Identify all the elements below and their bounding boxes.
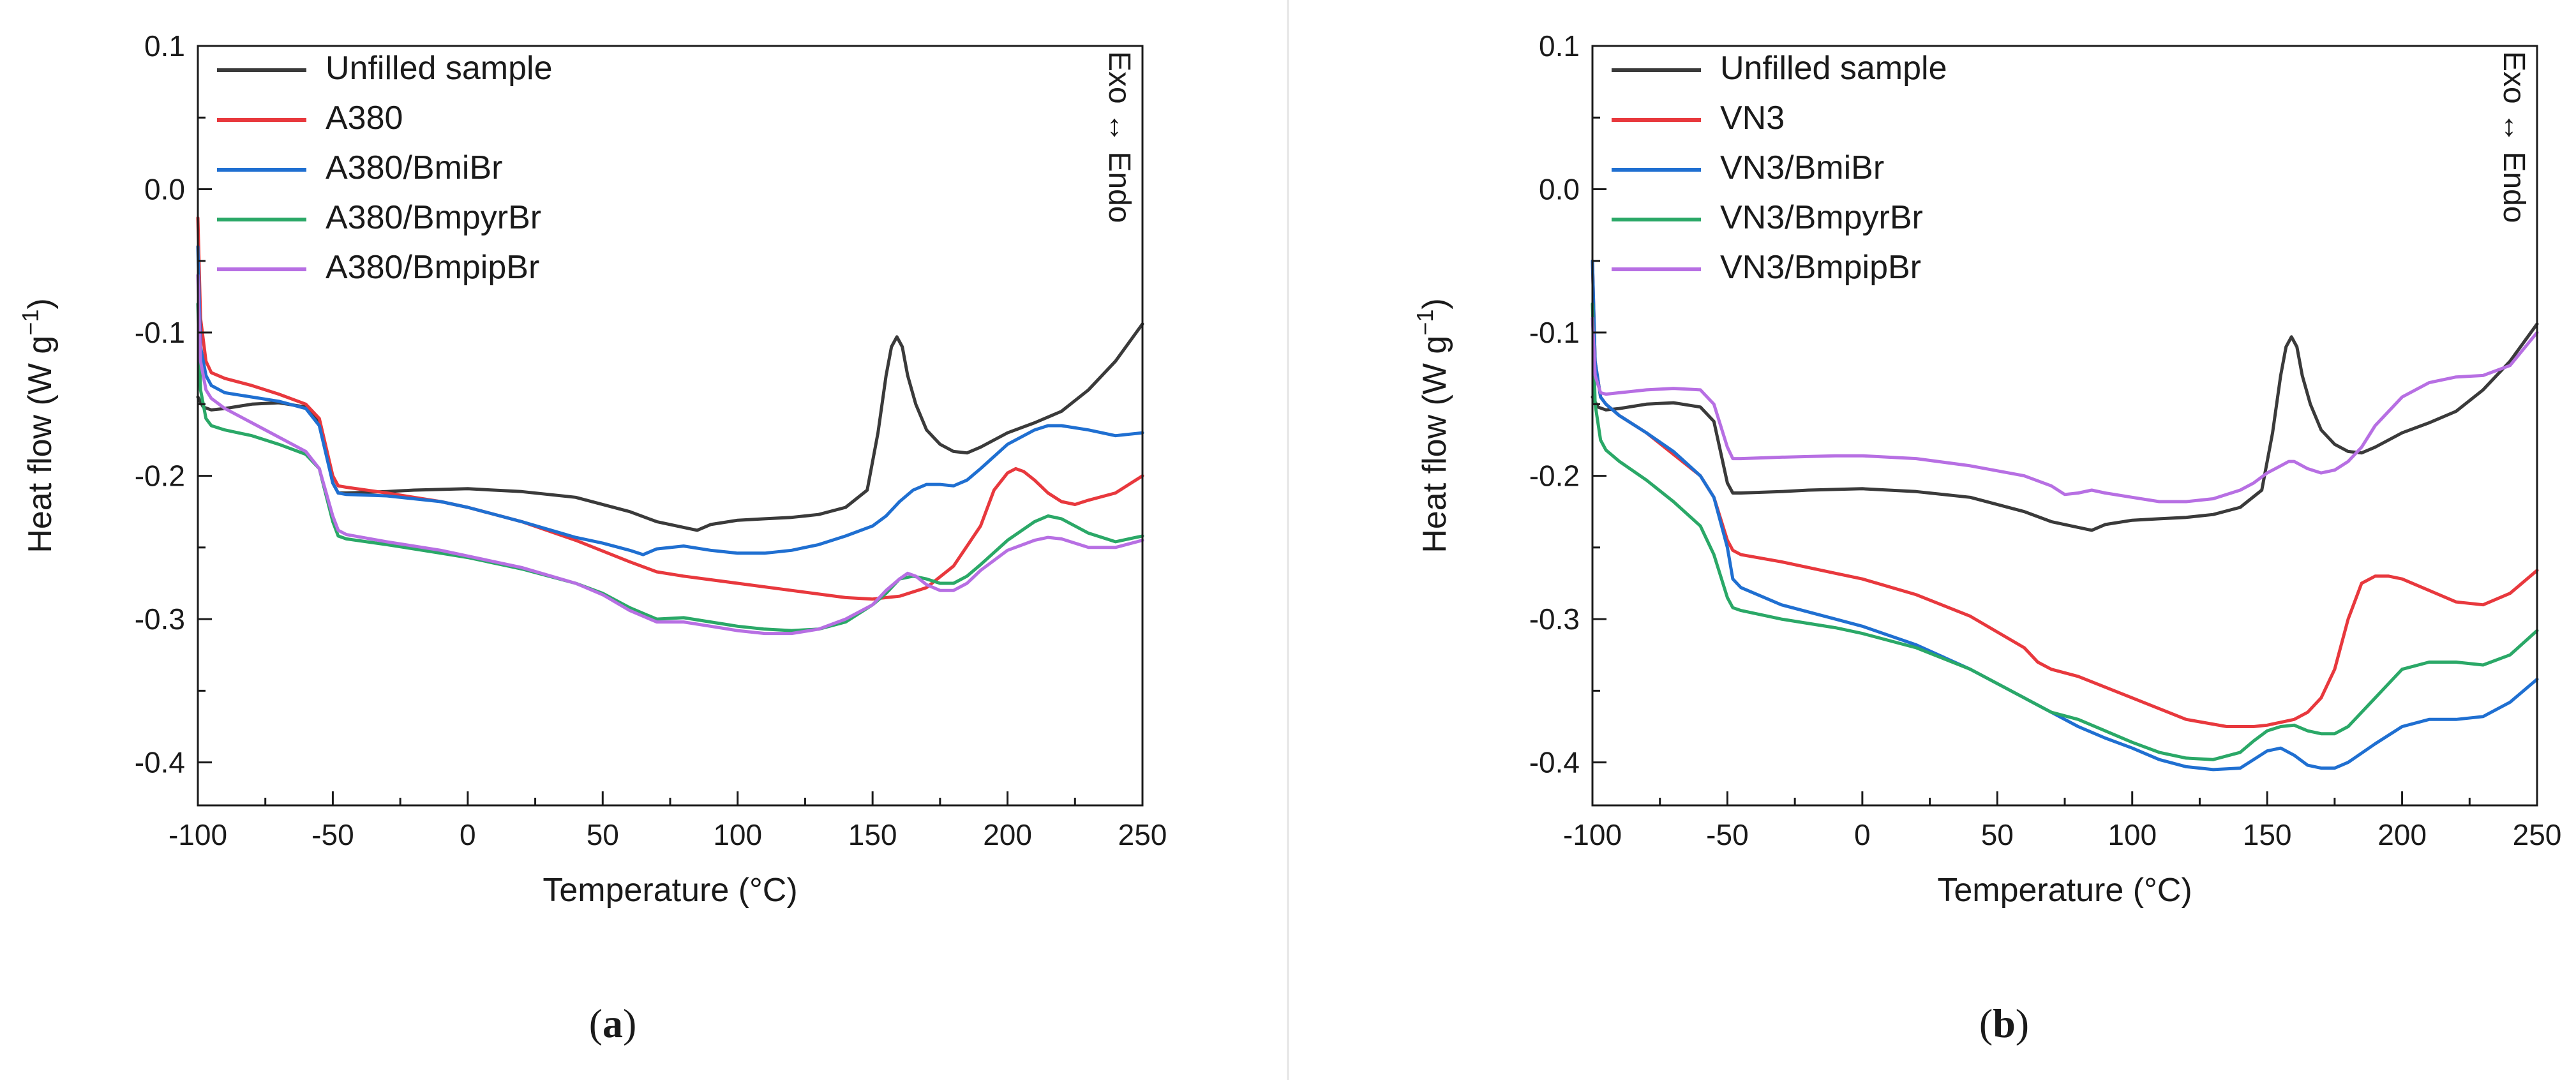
series-line-a-3 — [196, 302, 1144, 632]
panel-label-open-a: ( — [589, 1001, 603, 1046]
y-axis-label-main-a: Heat flow (W g — [22, 336, 59, 553]
y-axis-label-main-b: Heat flow (W g — [1416, 336, 1453, 553]
x-tick-label-a-7: 250 — [1118, 818, 1167, 851]
panel-label-close-a: ) — [623, 1001, 636, 1046]
x-tick-label-a-3: 50 — [587, 818, 619, 851]
legend-label-a-4: A380/BmpipBr — [326, 249, 539, 286]
panel-a: -100 -50 0 50 100 150 200 250 0.1 0.0 -0.1 -0.2 -0.3… — [17, 29, 1167, 1046]
legend-label-a-0: Unfilled sample — [326, 50, 553, 87]
series-line-b-2 — [1591, 259, 2539, 772]
series-line-a-1 — [196, 216, 1144, 601]
y-axis-label-close-b: ) — [1416, 298, 1453, 309]
y-tick-label-b-4: -0.3 — [1529, 602, 1580, 636]
y-tick-label-b-0: 0.1 — [1539, 29, 1580, 63]
panel-label-a: (a) — [589, 1001, 637, 1046]
series-line-a-4 — [196, 273, 1144, 636]
y-tick-label-a-4: -0.3 — [135, 602, 185, 636]
x-tick-label-a-2: 0 — [460, 818, 476, 851]
y-axis-label-superscript-b: −1 — [1412, 310, 1438, 336]
series-line-b-0 — [1591, 322, 2539, 532]
y-axis-label-b: Heat flow (W g−1) — [1412, 298, 1453, 553]
x-axis-label-b: Temperature (°C) — [1937, 872, 2192, 909]
y-tick-label-b-5: -0.4 — [1529, 746, 1580, 779]
legend-label-a-3: A380/BmpyrBr — [326, 199, 541, 236]
series-line-b-4 — [1591, 317, 2539, 504]
x-tick-label-a-6: 200 — [983, 818, 1032, 851]
x-tick-label-b-3: 50 — [1981, 818, 2014, 851]
panel-label-letter-a: a — [603, 1001, 623, 1046]
x-tick-label-b-7: 250 — [2513, 818, 2562, 851]
legend-label-b-4: VN3/BmpipBr — [1720, 249, 1921, 286]
legend-label-a-1: A380 — [326, 100, 403, 137]
y-tick-label-a-0: 0.1 — [144, 29, 185, 63]
annotation-exo-endo-b: Exo ↔ Endo — [2497, 51, 2531, 223]
x-tick-label-a-5: 150 — [848, 818, 897, 851]
panel-b: -100 -50 0 50 100 150 200 250 0.1 0.0 -0.1 -0.2 -0.3… — [1412, 29, 2561, 1046]
x-axis-label-a: Temperature (°C) — [543, 872, 797, 909]
y-tick-label-b-1: 0.0 — [1539, 173, 1580, 206]
panel-label-close-b: ) — [2016, 1001, 2029, 1046]
y-axis-label-close-a: ) — [22, 298, 59, 309]
y-tick-label-a-5: -0.4 — [135, 746, 185, 779]
x-tick-label-b-5: 150 — [2243, 818, 2292, 851]
y-axis-label-superscript-a: −1 — [17, 310, 43, 336]
x-tick-label-b-6: 200 — [2378, 818, 2427, 851]
y-tick-label-b-3: -0.2 — [1529, 459, 1580, 493]
panel-label-letter-b: b — [1993, 1001, 2016, 1046]
legend-label-a-2: A380/BmiBr — [326, 149, 502, 186]
annotation-exo-endo-a: Exo ↔ Endo — [1102, 51, 1136, 223]
series-line-b-3 — [1591, 302, 2539, 761]
series-line-a-0 — [196, 322, 1144, 532]
legend-label-b-3: VN3/BmpyrBr — [1720, 199, 1923, 236]
x-tick-label-b-2: 0 — [1854, 818, 1871, 851]
x-tick-label-b-0: -100 — [1563, 818, 1622, 851]
y-tick-label-b-2: -0.1 — [1529, 316, 1580, 349]
legend-label-b-2: VN3/BmiBr — [1720, 149, 1884, 186]
x-tick-label-b-4: 100 — [2108, 818, 2157, 851]
x-tick-label-a-1: -50 — [311, 818, 354, 851]
legend-label-b-0: Unfilled sample — [1720, 50, 1947, 87]
legend-label-b-1: VN3 — [1720, 100, 1785, 137]
panel-label-b: (b) — [1979, 1001, 2029, 1046]
panel-label-open-b: ( — [1979, 1001, 1993, 1046]
y-axis-label-a: Heat flow (W g−1) — [17, 298, 59, 553]
y-tick-label-a-2: -0.1 — [135, 316, 185, 349]
x-tick-label-b-1: -50 — [1706, 818, 1748, 851]
x-tick-label-a-4: 100 — [713, 818, 762, 851]
y-tick-label-a-3: -0.2 — [135, 459, 185, 493]
y-tick-label-a-1: 0.0 — [144, 173, 185, 206]
x-tick-label-a-0: -100 — [168, 818, 227, 851]
series-line-a-2 — [196, 244, 1144, 556]
